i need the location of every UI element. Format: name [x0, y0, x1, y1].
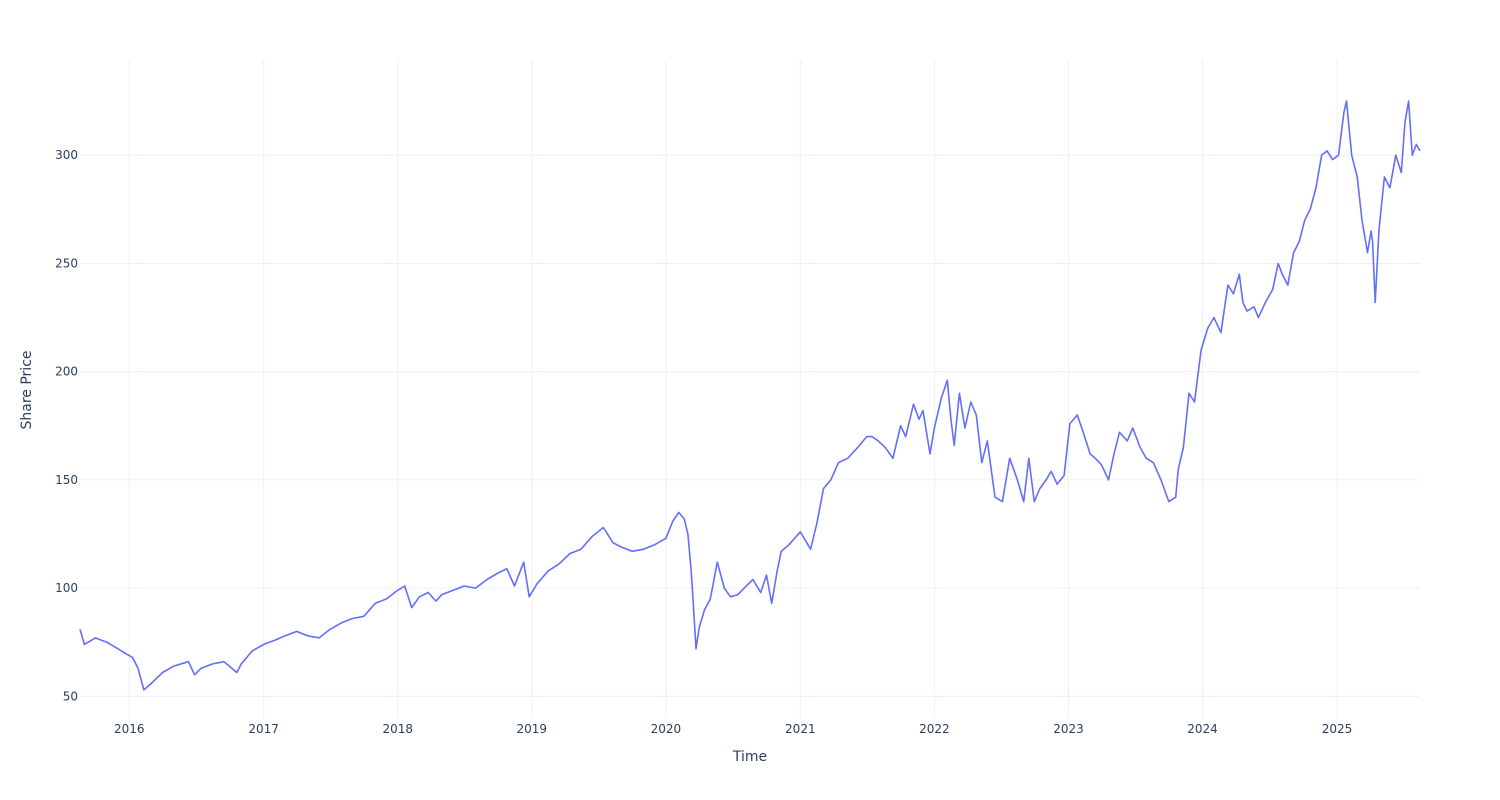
y-axis: 50 100 150 200 250 300	[55, 148, 78, 703]
y-tick-label: 100	[55, 581, 78, 595]
x-tick-label: 2019	[517, 722, 548, 736]
y-axis-title: Share Price	[19, 350, 35, 429]
x-axis-title: Time	[732, 749, 767, 765]
x-tick-label: 2017	[248, 722, 279, 736]
y-tick-label: 250	[55, 256, 78, 270]
y-tick-label: 300	[55, 148, 78, 162]
x-tick-label: 2021	[785, 722, 816, 736]
x-tick-label: 2016	[114, 722, 145, 736]
y-tick-label: 150	[55, 473, 78, 487]
x-tick-label: 2018	[382, 722, 413, 736]
plot-area	[80, 101, 1420, 690]
x-tick-label: 2020	[651, 722, 682, 736]
x-axis: 2016 2017 2018 2019 2020 2021 2022 2023 2024 2025	[114, 722, 1352, 736]
x-tick-label: 2023	[1053, 722, 1084, 736]
y-tick-label: 50	[63, 689, 78, 703]
y-tick-label: 200	[55, 365, 78, 379]
x-tick-label: 2022	[919, 722, 950, 736]
grid-layer	[80, 60, 1420, 718]
x-tick-label: 2025	[1322, 722, 1353, 736]
series-line	[80, 101, 1420, 690]
x-tick-label: 2024	[1187, 722, 1218, 736]
